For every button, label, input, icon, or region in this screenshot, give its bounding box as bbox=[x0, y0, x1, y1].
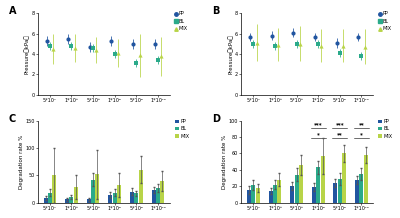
Legend: PP, BL, MIX: PP, BL, MIX bbox=[378, 11, 392, 31]
Bar bbox=[277, 180, 281, 203]
Bar bbox=[364, 155, 368, 203]
Bar bbox=[269, 191, 273, 203]
Bar bbox=[360, 174, 364, 203]
Bar bbox=[152, 190, 156, 203]
Bar bbox=[87, 199, 91, 203]
Bar bbox=[290, 186, 294, 203]
Y-axis label: Pressure（kPa）: Pressure（kPa） bbox=[228, 34, 234, 74]
Text: A: A bbox=[9, 7, 16, 17]
Bar bbox=[108, 195, 112, 203]
Bar bbox=[48, 193, 52, 203]
Bar bbox=[134, 193, 138, 203]
Bar bbox=[96, 174, 100, 203]
Bar bbox=[113, 193, 117, 203]
Text: ***: *** bbox=[314, 122, 322, 127]
Bar bbox=[117, 185, 121, 203]
Bar bbox=[74, 187, 78, 203]
Bar bbox=[65, 199, 69, 203]
Bar bbox=[160, 181, 164, 203]
Y-axis label: Degradation rate %: Degradation rate % bbox=[222, 135, 227, 189]
Bar bbox=[334, 183, 338, 203]
Bar bbox=[355, 180, 359, 203]
Bar bbox=[70, 197, 74, 203]
Bar bbox=[156, 188, 160, 203]
Text: **: ** bbox=[358, 122, 364, 127]
Bar bbox=[294, 175, 298, 203]
Text: *: * bbox=[360, 132, 363, 137]
Bar bbox=[299, 165, 303, 203]
Text: **: ** bbox=[337, 132, 343, 137]
Text: D: D bbox=[212, 114, 220, 124]
Text: B: B bbox=[212, 7, 220, 17]
Y-axis label: Pressure（kPa）: Pressure（kPa） bbox=[24, 34, 30, 74]
Bar bbox=[320, 156, 324, 203]
Bar bbox=[130, 192, 134, 203]
Bar bbox=[256, 188, 260, 203]
Bar bbox=[91, 180, 95, 203]
Bar bbox=[247, 190, 251, 203]
Text: *: * bbox=[317, 132, 320, 137]
Legend: PP, BL, MIX: PP, BL, MIX bbox=[175, 119, 190, 139]
Bar bbox=[44, 198, 48, 203]
Bar bbox=[139, 170, 143, 203]
Bar bbox=[312, 187, 316, 203]
Bar bbox=[338, 179, 342, 203]
Y-axis label: Degradation rate %: Degradation rate % bbox=[19, 135, 24, 189]
Legend: PP, BL, MIX: PP, BL, MIX bbox=[175, 11, 188, 31]
Bar bbox=[316, 167, 320, 203]
Bar bbox=[273, 185, 277, 203]
Bar bbox=[52, 175, 56, 203]
Text: ***: *** bbox=[336, 122, 344, 127]
Bar bbox=[251, 185, 255, 203]
Text: C: C bbox=[9, 114, 16, 124]
Legend: PP, BL, MIX: PP, BL, MIX bbox=[378, 119, 393, 139]
Bar bbox=[342, 153, 346, 203]
